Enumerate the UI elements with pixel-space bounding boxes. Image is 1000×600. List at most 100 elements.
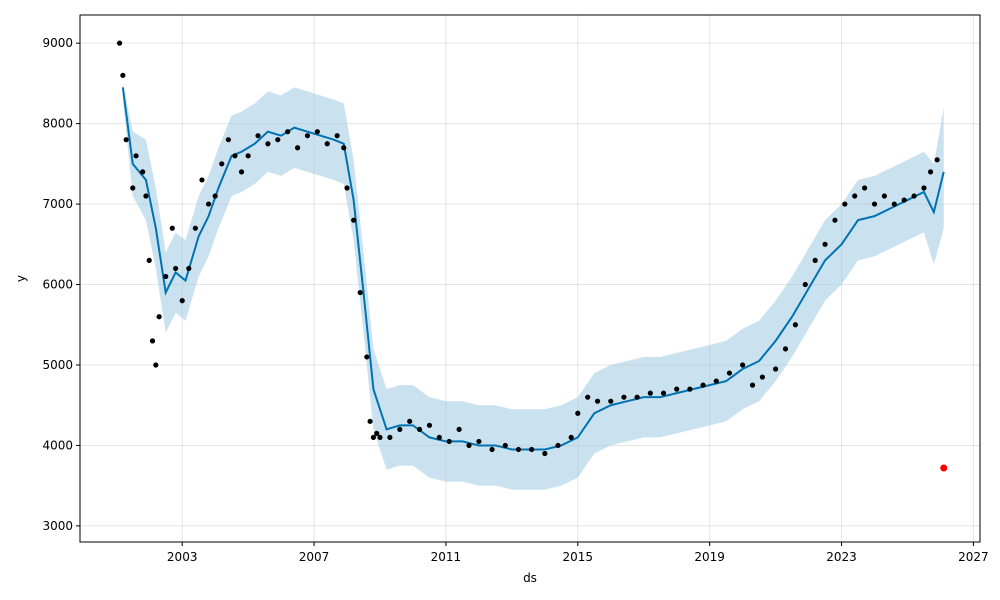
observed-point <box>163 273 169 280</box>
observed-point <box>568 434 574 441</box>
observed-point <box>921 185 927 191</box>
observed-point <box>436 434 442 441</box>
observed-point <box>146 257 152 263</box>
observed-point <box>891 201 897 207</box>
observed-point <box>153 362 159 368</box>
observed-point <box>740 362 746 368</box>
observed-point <box>130 185 136 191</box>
observed-point <box>370 434 377 441</box>
y-tick-label: 5000 <box>42 358 73 372</box>
observed-point <box>575 410 581 416</box>
observed-point <box>123 137 129 143</box>
observed-point <box>687 386 693 392</box>
observed-point <box>585 394 591 400</box>
observed-point <box>466 442 472 449</box>
observed-point <box>314 129 320 135</box>
observed-point <box>156 314 162 320</box>
observed-point <box>502 442 508 449</box>
observed-point <box>173 265 179 272</box>
observed-point <box>726 370 733 376</box>
x-tick-label: 2019 <box>694 550 725 564</box>
observed-point <box>832 217 838 223</box>
x-tick-label: 2023 <box>826 550 857 564</box>
highlight-point <box>940 464 948 472</box>
observed-point <box>489 446 495 453</box>
observed-point <box>927 169 934 175</box>
observed-point <box>205 201 212 207</box>
y-tick-label: 4000 <box>42 438 73 452</box>
y-axis-label: y <box>14 275 28 282</box>
observed-point <box>674 386 680 392</box>
observed-point <box>446 438 452 445</box>
observed-point <box>822 241 828 247</box>
observed-point <box>192 225 198 231</box>
observed-point <box>238 169 245 175</box>
observed-point <box>759 374 766 380</box>
observed-point <box>782 346 789 352</box>
observed-point <box>456 426 462 432</box>
observed-point <box>476 438 482 445</box>
observed-point <box>377 434 383 441</box>
observed-point <box>426 422 433 428</box>
observed-point <box>901 197 907 203</box>
observed-point <box>245 153 251 159</box>
plot-frame <box>79 14 981 543</box>
observed-point <box>608 398 614 404</box>
observed-point <box>116 40 123 46</box>
observed-point <box>169 225 175 231</box>
observed-point <box>225 137 231 143</box>
observed-point <box>911 193 917 199</box>
observed-point <box>143 193 149 199</box>
observed-point <box>149 338 156 344</box>
observed-point <box>934 157 940 163</box>
observed-point <box>871 201 878 207</box>
forecast-line <box>121 87 945 451</box>
observed-point <box>416 426 423 432</box>
observed-point <box>792 322 798 328</box>
observed-point <box>542 450 548 457</box>
observed-point <box>713 378 719 384</box>
observed-point <box>852 193 858 199</box>
observed-point <box>265 141 271 147</box>
observed-point <box>881 193 887 199</box>
observed-point <box>594 398 601 404</box>
observed-point <box>374 430 380 436</box>
observed-point <box>351 217 357 223</box>
observed-point <box>120 72 126 78</box>
observed-point <box>387 434 393 441</box>
observed-points <box>116 40 940 457</box>
observed-point <box>773 366 779 372</box>
observed-point <box>364 354 370 360</box>
observed-point <box>285 129 291 135</box>
observed-point <box>407 418 413 424</box>
observed-point <box>367 418 373 424</box>
uncertainty-band <box>122 83 944 490</box>
observed-point <box>647 390 653 396</box>
observed-point <box>862 185 868 191</box>
observed-point <box>324 141 330 147</box>
x-tick-label: 2007 <box>299 550 330 564</box>
x-axis-ticks: 2003 2007 2011 2015 2019 2023 2027 <box>167 542 989 564</box>
observed-point <box>842 201 848 207</box>
observed-point <box>812 257 818 263</box>
forecast-series-line <box>121 87 945 451</box>
x-tick-label: 2003 <box>167 550 198 564</box>
observed-point <box>199 177 205 183</box>
observed-point <box>255 133 261 139</box>
observed-point <box>529 446 535 453</box>
highlight-points <box>940 464 948 472</box>
observed-point <box>634 394 640 400</box>
observed-point <box>304 133 311 139</box>
x-axis-label: ds <box>523 571 537 585</box>
uncertainty-interval <box>122 83 944 490</box>
x-tick-label: 2011 <box>431 550 462 564</box>
observed-point <box>140 169 146 175</box>
x-tick-label: 2027 <box>958 550 989 564</box>
y-tick-label: 3000 <box>42 519 73 533</box>
observed-point <box>294 145 301 151</box>
observed-point <box>133 153 139 159</box>
observed-point <box>334 133 340 139</box>
observed-point <box>802 281 808 288</box>
